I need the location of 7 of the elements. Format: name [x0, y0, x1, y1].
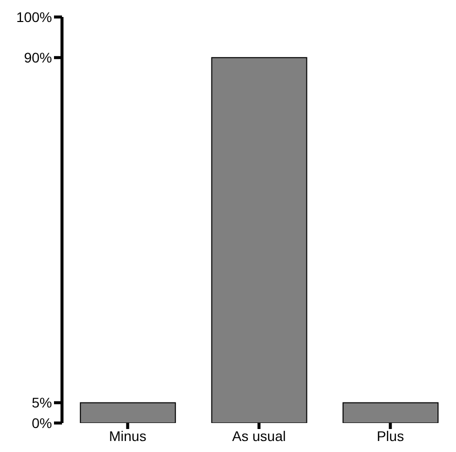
y-tick-label: 100%: [16, 8, 52, 25]
y-tick-label: 0%: [32, 414, 52, 431]
y-tick-label: 5%: [32, 394, 52, 411]
x-tick-label: Plus: [376, 428, 404, 444]
x-tick-label: Minus: [108, 428, 146, 444]
x-tick-label: As usual: [232, 428, 286, 444]
y-tick-label: 90%: [24, 50, 52, 66]
